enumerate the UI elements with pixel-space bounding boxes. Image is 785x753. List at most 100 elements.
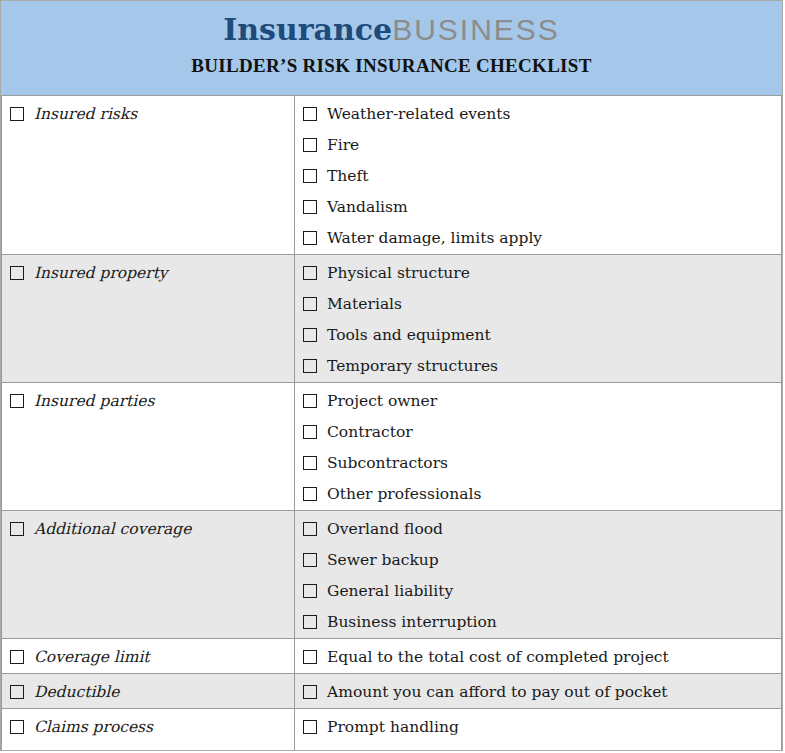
category-cell: Additional coverage	[2, 511, 295, 639]
item-label: Fair compensation	[327, 749, 473, 752]
checklist-item: Overland flood	[303, 513, 773, 544]
checklist-page: InsuranceBUSINESS BUILDER’S RISK INSURAN…	[0, 0, 783, 751]
item-label: Project owner	[327, 392, 437, 410]
checklist-item: Materials	[303, 288, 773, 319]
checkbox-icon[interactable]	[303, 328, 317, 342]
item-label: Weather-related events	[327, 105, 510, 123]
items-cell: Weather-related eventsFireTheftVandalism…	[295, 96, 782, 255]
masthead: InsuranceBUSINESS BUILDER’S RISK INSURAN…	[1, 1, 782, 95]
checkbox-icon[interactable]	[10, 394, 24, 408]
checkbox-icon[interactable]	[303, 266, 317, 280]
checklist-item: Theft	[303, 160, 773, 191]
item-label: Theft	[327, 167, 368, 185]
item-label: Amount you can afford to pay out of pock…	[327, 683, 668, 701]
items-cell: Physical structure Materials Tools and equ…	[295, 255, 782, 383]
item-label: Subcontractors	[327, 454, 448, 472]
table-row: Insured parties Project owner Contractor Su…	[2, 383, 782, 511]
category-cell: Insured parties	[2, 383, 295, 511]
items-cell: Project owner Contractor Subcontractors Oth…	[295, 383, 782, 511]
checkbox-icon[interactable]	[303, 200, 317, 214]
items-cell: Prompt handling Fair compensation	[295, 709, 782, 752]
table-row: Claims process Prompt handling Fair compen…	[2, 709, 782, 752]
category-cell: Deductible	[2, 674, 295, 709]
logo-text-business: BUSINESS	[392, 13, 560, 46]
category-label: Additional coverage	[34, 520, 191, 538]
category-cell: Claims process	[2, 709, 295, 752]
checklist-item: Prompt handling	[303, 711, 773, 742]
item-label: Contractor	[327, 423, 413, 441]
checkbox-icon[interactable]	[303, 231, 317, 245]
checkbox-icon[interactable]	[303, 650, 317, 664]
items-cell: Amount you can afford to pay out of pock…	[295, 674, 782, 709]
checklist-item: Equal to the total cost of completed pro…	[303, 641, 773, 672]
checkbox-icon[interactable]	[303, 487, 317, 501]
checkbox-icon[interactable]	[303, 615, 317, 629]
checkbox-icon[interactable]	[303, 720, 317, 734]
item-label: Overland flood	[327, 520, 443, 538]
item-label: Temporary structures	[327, 357, 498, 375]
item-label: Sewer backup	[327, 551, 439, 569]
checklist-item: Temporary structures	[303, 350, 773, 381]
checkbox-icon[interactable]	[10, 685, 24, 699]
category-label: Claims process	[34, 718, 153, 736]
checkbox-icon[interactable]	[10, 720, 24, 734]
table-row: Additional coverage Overland flood Sewer b…	[2, 511, 782, 639]
table-row: Insured property Physical structure Materi…	[2, 255, 782, 383]
insurance-business-logo: InsuranceBUSINESS	[1, 14, 782, 46]
table-row: Coverage limit Equal to the total cost of…	[2, 639, 782, 674]
checkbox-icon[interactable]	[303, 584, 317, 598]
category-cell: Insured property	[2, 255, 295, 383]
category-line: Coverage limit	[10, 641, 286, 672]
checklist-item: Tools and equipment	[303, 319, 773, 350]
category-line: Additional coverage	[10, 513, 286, 544]
category-cell: Insured risks	[2, 96, 295, 255]
items-cell: Equal to the total cost of completed pro…	[295, 639, 782, 674]
checkbox-icon[interactable]	[303, 297, 317, 311]
category-line: Insured risks	[10, 98, 286, 129]
checklist-item: Weather-related events	[303, 98, 773, 129]
category-label: Coverage limit	[34, 648, 150, 666]
checkbox-icon[interactable]	[303, 394, 317, 408]
checkbox-icon[interactable]	[303, 138, 317, 152]
checklist-item: Project owner	[303, 385, 773, 416]
table-row: Deductible Amount you can afford to pay o…	[2, 674, 782, 709]
table-row: Insured risksWeather-related eventsFireT…	[2, 96, 782, 255]
checkbox-icon[interactable]	[303, 107, 317, 121]
checkbox-icon[interactable]	[10, 266, 24, 280]
item-label: Physical structure	[327, 264, 470, 282]
checkbox-icon[interactable]	[10, 107, 24, 121]
item-label: Business interruption	[327, 613, 497, 631]
category-cell: Coverage limit	[2, 639, 295, 674]
checklist-item: General liability	[303, 575, 773, 606]
checklist-item: Business interruption	[303, 606, 773, 637]
checklist-item: Vandalism	[303, 191, 773, 222]
category-line: Insured parties	[10, 385, 286, 416]
checkbox-icon[interactable]	[303, 425, 317, 439]
item-label: Tools and equipment	[327, 326, 491, 344]
item-label: General liability	[327, 582, 453, 600]
logo-text-insurance: Insurance	[223, 12, 392, 47]
checklist-item: Other professionals	[303, 478, 773, 509]
item-label: Prompt handling	[327, 718, 459, 736]
checkbox-icon[interactable]	[303, 553, 317, 567]
page-title: BUILDER’S RISK INSURANCE CHECKLIST	[1, 55, 782, 77]
checklist-item: Sewer backup	[303, 544, 773, 575]
checkbox-icon[interactable]	[303, 522, 317, 536]
checklist-table: Insured risksWeather-related eventsFireT…	[1, 95, 782, 751]
category-label: Deductible	[34, 683, 119, 701]
item-label: Water damage, limits apply	[327, 229, 542, 247]
checklist-item: Contractor	[303, 416, 773, 447]
checklist-item: Water damage, limits apply	[303, 222, 773, 253]
checkbox-icon[interactable]	[303, 685, 317, 699]
checklist-item: Physical structure	[303, 257, 773, 288]
checkbox-icon[interactable]	[303, 359, 317, 373]
item-label: Equal to the total cost of completed pro…	[327, 648, 669, 666]
checkbox-icon[interactable]	[10, 522, 24, 536]
category-line: Claims process	[10, 711, 286, 742]
items-cell: Overland flood Sewer backup General liabil…	[295, 511, 782, 639]
checklist-table-body: Insured risksWeather-related eventsFireT…	[2, 96, 782, 752]
checkbox-icon[interactable]	[303, 456, 317, 470]
checkbox-icon[interactable]	[10, 650, 24, 664]
checklist-item: Subcontractors	[303, 447, 773, 478]
checkbox-icon[interactable]	[303, 169, 317, 183]
